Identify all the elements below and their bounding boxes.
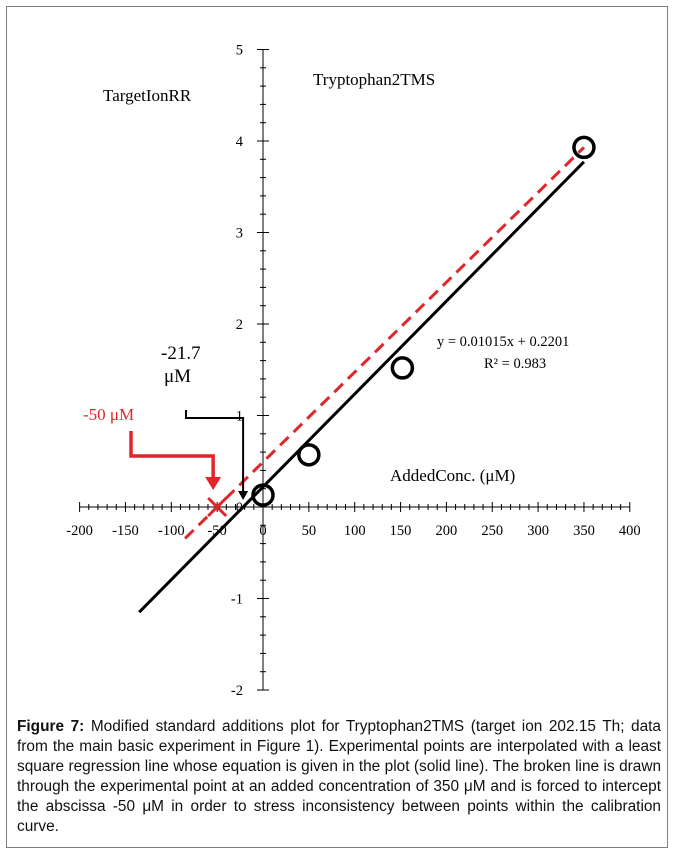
x-tick-label: -50	[207, 523, 226, 539]
data-points	[251, 135, 596, 507]
x-tick-label: -150	[112, 523, 139, 539]
x-tick-label: 200	[436, 523, 458, 539]
y-axis-label: TargetIonRR	[103, 86, 192, 105]
caption-label: Figure 7:	[17, 718, 85, 735]
annotation-21-7-arrowhead	[238, 491, 249, 500]
axes	[79, 49, 631, 691]
x-tick-label: 350	[573, 523, 595, 539]
figure-frame	[6, 6, 668, 848]
y-tick-label: -2	[231, 683, 243, 699]
x-tick-label: -100	[158, 523, 185, 539]
y-tick-label: 4	[236, 134, 244, 150]
x-tick-label: 50	[302, 523, 317, 539]
annotation-50-arrow	[129, 431, 215, 481]
x-tick-label: 250	[481, 523, 503, 539]
caption-text: Modified standard additions plot for Try…	[17, 718, 661, 835]
x-tick-label: -200	[66, 523, 93, 539]
y-tick-label: 3	[236, 226, 243, 242]
y-tick-label: 1	[236, 409, 243, 425]
x-axis-label: AddedConc. (μM)	[390, 466, 515, 485]
y-tick-label: 5	[236, 43, 243, 59]
y-tick-label: 2	[236, 317, 243, 333]
annotation-21-7-line2: μM	[164, 366, 191, 387]
x-tick-label: 150	[390, 523, 412, 539]
x-tick-label: 400	[619, 523, 641, 539]
lines	[129, 146, 586, 614]
x-tick-label: 100	[344, 523, 366, 539]
standard-additions-chart: Tryptophan2TMS TargetIonRR AddedConc. (μ…	[66, 43, 640, 700]
regression-equation: y = 0.01015x + 0.2201	[437, 334, 569, 350]
x-marker-stroke	[207, 496, 228, 518]
x-tick-label: 300	[527, 523, 549, 539]
regression-line	[138, 160, 586, 614]
data-point	[390, 356, 415, 380]
annotation-50-arrowhead	[205, 477, 222, 490]
figure-caption: Figure 7: Modified standard additions pl…	[17, 717, 661, 837]
y-tick-label: 0	[236, 500, 243, 516]
x-tick-label: 0	[259, 523, 266, 539]
annotation-21-7-line1: -21.7	[161, 343, 201, 364]
chart-title: Tryptophan2TMS	[313, 70, 435, 89]
data-point	[572, 135, 596, 160]
annotation-50-label: -50 μM	[83, 405, 134, 424]
labels: Tryptophan2TMS TargetIonRR AddedConc. (μ…	[66, 43, 640, 700]
data-point	[251, 483, 275, 507]
data-point	[297, 443, 321, 467]
forced-dashed-line	[184, 146, 586, 540]
annotation-21-7-arrow	[185, 410, 245, 493]
y-tick-label: -1	[231, 592, 243, 608]
r-squared: R² = 0.983	[484, 356, 546, 372]
